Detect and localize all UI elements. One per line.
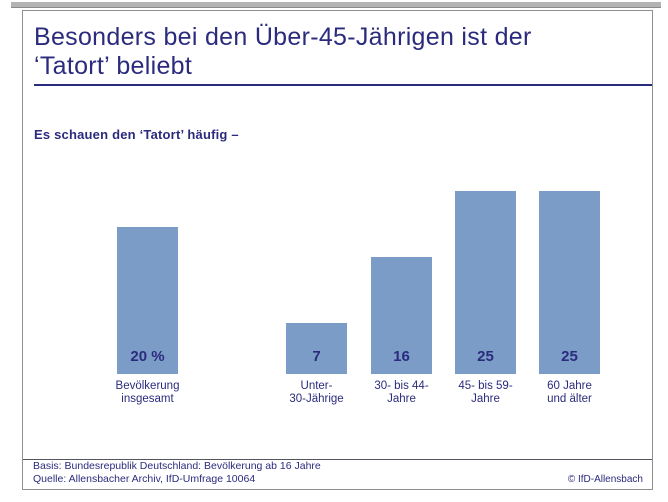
- bar-30-bis-44-jahre: 16: [371, 257, 432, 374]
- chart-title-line2: ‘Tatort’ beliebt: [34, 52, 193, 80]
- bar-60-jahre-und-älter: 25: [539, 191, 600, 374]
- footer-source-block: Basis: Bundesrepublik Deutschland: Bevöl…: [33, 460, 321, 486]
- bar-plot: 20 % Bevölkerung insgesamt 7 Unter- 30-Jährig…: [23, 11, 652, 489]
- chart-title-line1: Besonders bei den Über-45-Jährigen ist d…: [34, 23, 532, 51]
- chart-title: Besonders bei den Über-45-Jährigen ist d…: [34, 23, 634, 81]
- top-edge-shadow: [11, 2, 661, 8]
- footer-basis: Basis: Bundesrepublik Deutschland: Bevöl…: [33, 460, 321, 472]
- bar-category-label: 45- bis 59- Jahre: [458, 380, 513, 405]
- bar-value-label: 16: [393, 348, 410, 365]
- chart-frame: Besonders bei den Über-45-Jährigen ist d…: [22, 10, 653, 490]
- bar-category-label: 30- bis 44- Jahre: [374, 380, 429, 405]
- bar-unter-30-jährige: 7: [286, 323, 347, 374]
- bar-bevölkerung-insgesamt: 20 %: [117, 227, 178, 374]
- footer: Basis: Bundesrepublik Deutschland: Bevöl…: [23, 459, 652, 489]
- title-divider-line: [34, 84, 652, 86]
- bar-category-label: Unter- 30-Jährige: [289, 380, 344, 405]
- bar-value-label: 7: [312, 348, 321, 365]
- bar-value-label: 25: [477, 348, 494, 365]
- bar-value-label: 20 %: [130, 348, 165, 365]
- footer-quelle: Quelle: Allensbacher Archiv, IfD-Umfrage…: [33, 473, 256, 485]
- bar-category-label: 60 Jahre und älter: [547, 380, 592, 405]
- bar-value-label: 25: [561, 348, 578, 365]
- bar-45-bis-59-jahre: 25: [455, 191, 516, 374]
- footer-copyright: © IfD-Allensbach: [567, 474, 643, 485]
- chart-subtitle: Es schauen den ‘Tatort’ häufig –: [34, 127, 239, 142]
- bar-category-label: Bevölkerung insgesamt: [115, 380, 180, 405]
